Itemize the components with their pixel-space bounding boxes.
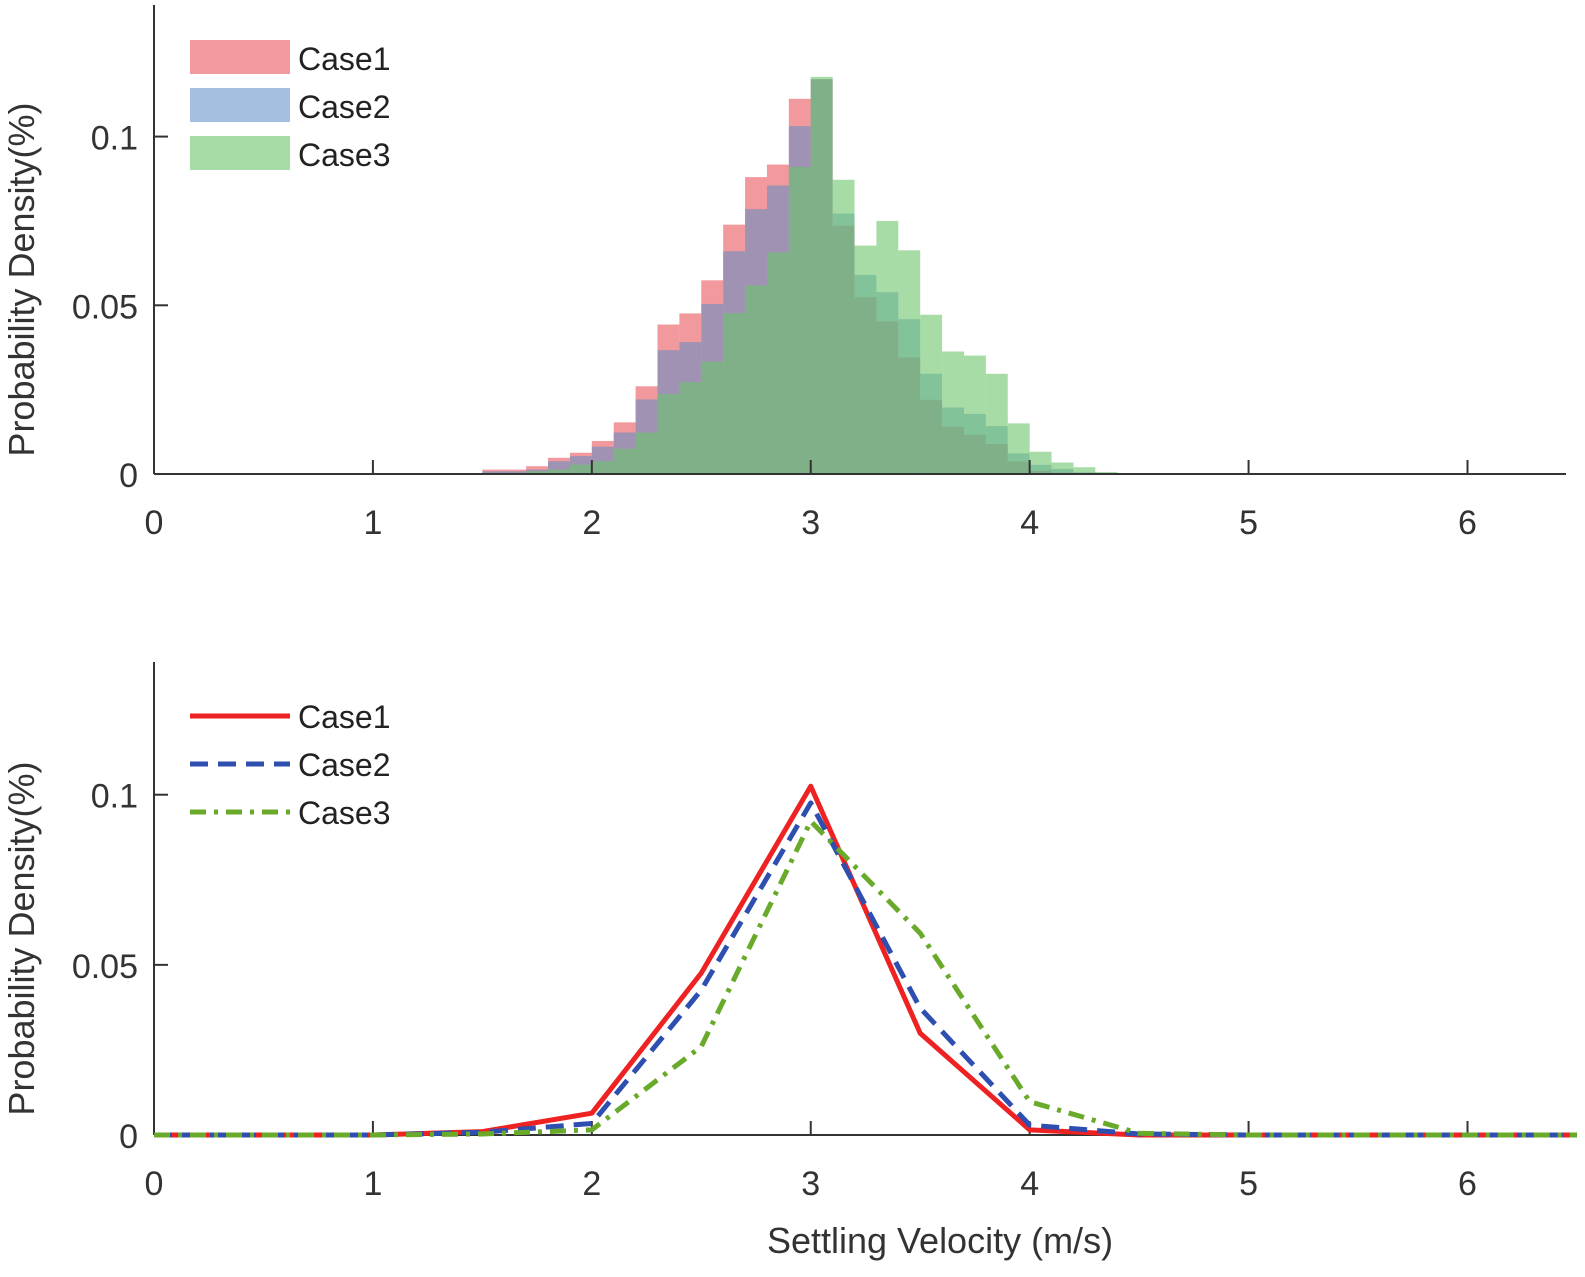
histogram-bar	[920, 314, 943, 474]
histogram-bar	[723, 313, 746, 474]
histogram-bar	[1051, 462, 1074, 474]
x-tick-label: 5	[1239, 504, 1258, 542]
histogram-bar	[657, 394, 680, 474]
y-tick-label: 0.05	[72, 948, 138, 986]
histogram-panel: 0 1 2 3 4 5 6 0 0.05 0.1 Probability Density(%) Cas…	[1, 5, 1566, 542]
x-tick-label: 0	[145, 504, 164, 542]
histogram-bar	[701, 361, 724, 474]
histogram-bar	[591, 461, 614, 474]
histogram-bar	[745, 285, 767, 474]
x-tick-label: 4	[1020, 504, 1039, 542]
histogram-bar	[854, 245, 877, 474]
histogram-bar	[942, 351, 964, 474]
histogram-bar	[832, 179, 855, 474]
x-tick-label: 2	[582, 504, 601, 542]
y-tick-label: 0	[119, 1118, 138, 1156]
histogram-bar	[963, 355, 986, 474]
histogram-bar	[788, 166, 811, 474]
x-tick-label: 0	[145, 1165, 164, 1203]
x-tick-label: 5	[1239, 1165, 1258, 1203]
histogram-bar	[504, 471, 527, 474]
histogram-bar	[548, 469, 570, 474]
legend-label: Case1	[298, 699, 391, 735]
x-tick-label: 3	[801, 504, 820, 542]
legend-label: Case1	[298, 41, 391, 77]
y-axis-label: Probability Density(%)	[1, 761, 42, 1115]
legend-label: Case3	[298, 795, 391, 831]
histogram-bar	[679, 382, 702, 474]
y-tick-label: 0.05	[72, 288, 138, 326]
legend-swatch	[190, 40, 290, 74]
series-case3	[482, 76, 1140, 474]
x-tick-label: 1	[363, 504, 382, 542]
legend-label: Case2	[298, 747, 391, 783]
line-panel: 0 1 2 3 4 5 6 0 0.05 0.1 Probability Density(%) Set…	[1, 662, 1577, 1261]
legend-label: Case3	[298, 137, 391, 173]
series-line-case2	[154, 800, 1577, 1138]
y-tick-label: 0.1	[91, 778, 138, 816]
x-tick-label: 1	[363, 1165, 382, 1203]
series-line-case3	[154, 818, 1577, 1138]
x-tick-label: 2	[582, 1165, 601, 1203]
histogram-bar	[569, 464, 592, 474]
y-axis-label: Probability Density(%)	[1, 102, 42, 456]
x-tick-label: 4	[1020, 1165, 1039, 1203]
histogram-bar	[635, 432, 658, 474]
histogram-bar	[898, 250, 921, 474]
x-tick-label: 6	[1458, 1165, 1477, 1203]
histogram-bar	[1007, 423, 1030, 474]
histogram-bar	[1095, 471, 1118, 474]
y-tick-label: 0.1	[91, 120, 138, 158]
histogram-bar	[526, 471, 549, 474]
series-line-case1	[154, 783, 1577, 1138]
legend-label: Case2	[298, 89, 391, 125]
histogram-bar	[766, 252, 789, 474]
histogram-bar	[985, 373, 1008, 474]
histogram-bar	[1029, 451, 1052, 474]
y-tick-label: 0	[119, 457, 138, 495]
legend-swatch	[190, 136, 290, 170]
x-tick-label: 6	[1458, 504, 1477, 542]
histogram-bar	[1073, 467, 1096, 474]
histogram-bar	[876, 220, 899, 474]
histogram-bar	[810, 76, 833, 474]
x-axis-label: Settling Velocity (m/s)	[767, 1220, 1113, 1261]
histogram-bar	[613, 448, 636, 474]
legend-swatch	[190, 88, 290, 122]
histogram-bar	[482, 471, 505, 474]
x-tick-label: 3	[801, 1165, 820, 1203]
